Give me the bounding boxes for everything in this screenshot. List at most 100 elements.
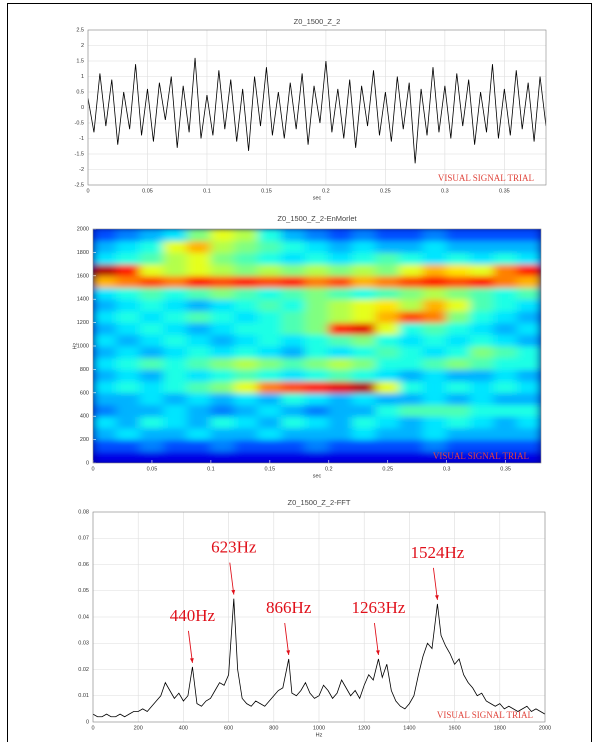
heat-cell (469, 427, 495, 441)
heat-cell (281, 333, 306, 347)
heat-cell (163, 450, 188, 463)
heat-cell (233, 275, 259, 288)
heat-cell (116, 439, 141, 452)
heat-cell (304, 322, 330, 335)
heat-cell (116, 333, 141, 347)
heat-cell (351, 392, 377, 405)
heat-cell (210, 380, 235, 394)
heat-cell (375, 345, 401, 359)
arrow-head (231, 589, 236, 595)
heat-cell (233, 357, 259, 370)
heat-cell (210, 251, 235, 265)
heat-cell (210, 240, 235, 253)
heat-cell (446, 450, 471, 463)
heat-cell (93, 415, 118, 429)
heat-cell (233, 322, 259, 335)
heat-cell (93, 450, 118, 463)
heat-cell (422, 415, 448, 429)
heat-cell (304, 251, 330, 265)
heat-cell (375, 450, 401, 463)
heat-cell (375, 427, 401, 441)
heat-cell (304, 404, 330, 417)
heat-cell (139, 392, 165, 405)
heat-cell (328, 345, 353, 359)
heat-cell (93, 368, 118, 382)
heat-cell (422, 310, 448, 324)
heat-cell (210, 415, 235, 429)
heat-cell (446, 357, 471, 370)
heat-cell (233, 287, 259, 300)
heat-cell (210, 275, 235, 288)
x-axis-label: sec (313, 195, 322, 201)
heat-cell (328, 450, 353, 463)
heat-cell (163, 415, 188, 429)
heat-cell (422, 251, 448, 265)
heat-cell (186, 298, 212, 312)
heat-cell (516, 345, 541, 359)
heat-cell (446, 298, 471, 312)
heat-cell (469, 439, 495, 452)
heat-cell (446, 427, 471, 441)
arrow-head (375, 650, 380, 655)
annotation-arrow (284, 622, 290, 656)
heat-cell (399, 345, 424, 359)
heat-cell (375, 439, 401, 452)
heat-cell (93, 427, 118, 441)
arrow-head (286, 650, 291, 655)
heat-cell (399, 287, 424, 300)
heat-cell (446, 263, 471, 277)
heat-cell (233, 404, 259, 417)
heat-cell (493, 368, 518, 382)
heat-cell (493, 357, 518, 370)
heat-cell (422, 229, 448, 242)
heat-cell (116, 357, 141, 370)
heat-cell (116, 298, 141, 312)
heat-cell (446, 310, 471, 324)
heat-cell (399, 263, 424, 277)
heat-cell (328, 380, 353, 394)
heat-cell (281, 415, 306, 429)
y-tick-label: -0.5 (75, 120, 84, 126)
heat-cell (399, 427, 424, 441)
y-tick-label: 1800 (77, 250, 89, 256)
heat-cell (139, 404, 165, 417)
heat-cell (233, 392, 259, 405)
heat-cell (469, 415, 495, 429)
heat-cell (139, 240, 165, 253)
heat-cell (446, 345, 471, 359)
heat-cell (328, 229, 353, 242)
heat-cell (163, 427, 188, 441)
heat-cell (446, 368, 471, 382)
y-tick-label: 0.07 (78, 536, 89, 542)
heat-cell (516, 404, 541, 417)
heat-cell (493, 251, 518, 265)
heat-cell (163, 380, 188, 394)
heat-cell (210, 450, 235, 463)
heat-cell (163, 287, 188, 300)
heat-cell (257, 404, 283, 417)
heat-cell (516, 392, 541, 405)
heat-cell (304, 333, 330, 347)
heat-cell (233, 415, 259, 429)
heat-cell (399, 298, 424, 312)
heat-cell (493, 345, 518, 359)
annotation: 866Hz (266, 598, 312, 617)
heat-cell (493, 415, 518, 429)
chart-title: Z0_1500_Z_2-EnMorlet (277, 214, 357, 223)
heat-cell (233, 240, 259, 253)
heat-cell (304, 392, 330, 405)
y-tick-label: 0.01 (78, 693, 89, 699)
heat-cell (351, 415, 377, 429)
heat-cell (281, 322, 306, 335)
heat-cell (186, 439, 212, 452)
heat-cell (281, 298, 306, 312)
heat-cell (375, 415, 401, 429)
heat-cell (328, 415, 353, 429)
x-tick-label: 0 (86, 188, 89, 194)
heat-cell (210, 229, 235, 242)
heat-cell (304, 368, 330, 382)
heat-cell (469, 333, 495, 347)
heat-cell (93, 251, 118, 265)
heat-cell (186, 450, 212, 463)
heat-cell (516, 380, 541, 394)
